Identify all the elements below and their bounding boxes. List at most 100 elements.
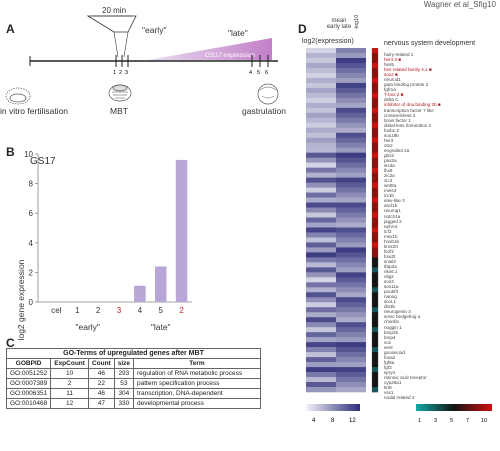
heatmap-cell-late — [336, 242, 366, 248]
heatmap-cell-early — [306, 177, 336, 183]
gene-label: hoxb1b — [384, 238, 400, 244]
expr-scale-tick-2: 12 — [349, 418, 356, 424]
heatmap-cell-early — [306, 277, 336, 283]
tick-late-4: 4 — [249, 70, 252, 76]
gene-label: bmp4 — [384, 334, 396, 340]
embryo-mbt-icon — [108, 84, 132, 102]
heatmap-cell-late — [336, 147, 366, 153]
gene-label: gbx2 — [384, 152, 394, 158]
expr-scale-bar — [306, 404, 360, 411]
go-table-cell: 46 — [87, 368, 115, 379]
signif-cell — [372, 332, 378, 338]
signif-scale-tick-3: 7 — [466, 418, 469, 424]
go-terms-table: GO-Terms of upregulated genes after MBT … — [5, 348, 262, 409]
signif-cell — [372, 352, 378, 358]
gene-label-list: hairy-related 1 her4.3 ■ hes5 hes related f… — [384, 52, 441, 400]
heatmap-cell-late — [336, 82, 366, 89]
signif-cell — [372, 172, 378, 178]
heatmap-cell-late — [336, 372, 366, 378]
heatmap-cell-late — [336, 62, 366, 69]
heatmap-cell-late — [336, 232, 366, 238]
heatmap-cell-early — [306, 117, 336, 124]
heatmap-cell-early — [306, 332, 336, 338]
signif-cell — [372, 377, 378, 383]
gene-label: pou5f3 — [384, 289, 399, 295]
signif-header: -log10 — [354, 14, 360, 30]
col-header-early-late: early late — [326, 24, 352, 30]
heatmap-cell-late — [336, 357, 366, 363]
signif-cell — [372, 52, 378, 59]
signif-cell — [372, 307, 378, 313]
signif-cell — [372, 367, 378, 373]
heatmap-cell-early — [306, 307, 336, 313]
gene-label: irx1b — [384, 193, 394, 199]
heatmap-cell-early — [306, 77, 336, 84]
signif-cell — [372, 272, 378, 278]
gene-label: chordin — [384, 319, 400, 325]
heatmap-cell-early — [306, 137, 336, 144]
heatmap-cell-late — [336, 77, 366, 84]
heatmap-cell-early — [306, 372, 336, 378]
group-label: "early" — [75, 322, 99, 332]
heatmap-cell-late — [336, 297, 366, 303]
heatmap-cell-late — [336, 282, 366, 288]
heatmap-cell-late — [336, 362, 366, 368]
signif-cell — [372, 262, 378, 268]
heatmap-cell-late — [336, 107, 366, 114]
heatmap-cell-late — [336, 322, 366, 328]
heatmap-cell-early — [306, 207, 336, 213]
gene-label: sox2 ■ — [384, 72, 398, 78]
gene-label: wnt8a — [384, 183, 397, 189]
heatmap-cell-early — [306, 62, 336, 69]
signif-cell — [372, 267, 378, 273]
bar-4 — [134, 285, 146, 302]
signif-cell — [372, 362, 378, 368]
heatmap-cell-early — [306, 102, 336, 109]
go-header-cell: Term — [133, 358, 262, 369]
gene-label: gata binding protein 2 — [384, 82, 429, 88]
gs17-bar-chart: GS17 log2 gene expression 0 2 4 6 8 10 cel 1 2 3 4… — [16, 150, 192, 340]
heatmap-cell-early — [306, 127, 336, 134]
heatmap-cell-early — [306, 232, 336, 238]
gene-label: olig2 — [384, 274, 394, 280]
heatmap-cell-early — [306, 362, 336, 368]
gene-label: hes5 — [384, 62, 394, 68]
go-table-cell: 10 — [50, 368, 89, 379]
heatmap-cell-early — [306, 142, 336, 149]
tick-late-5: 5 — [257, 70, 260, 76]
panel-c-label: C — [6, 336, 15, 350]
heatmap-cell-late — [336, 202, 366, 208]
gene-label: her4.3 ■ — [384, 57, 402, 63]
go-header-cell: ExpCount — [50, 358, 89, 369]
gene-label: brain factor 1 — [384, 117, 411, 123]
heatmap-cell-early — [306, 87, 336, 94]
signif-cell — [372, 152, 378, 158]
heatmap-cell-early — [306, 197, 336, 203]
heatmap-cell-late — [336, 127, 366, 134]
color-scales: 4 8 12 1 3 5 7 10 — [306, 404, 492, 424]
signif-cell — [372, 257, 378, 263]
heatmap-cell-late — [336, 72, 366, 79]
heatmap-cell-late — [336, 52, 366, 59]
gene-label: tcf3 — [384, 228, 392, 234]
gene-label: otx2 — [384, 142, 393, 148]
heatmap-cell-early — [306, 192, 336, 198]
signif-cell — [372, 192, 378, 198]
heatmap-cell-early — [306, 72, 336, 79]
heatmap-cell-early — [306, 48, 336, 54]
heatmap-cell-early — [306, 317, 336, 323]
x-tick-label: 1 — [75, 306, 80, 315]
heatmap-cell-early — [306, 257, 336, 263]
go-table-cell: 11 — [50, 388, 89, 399]
signif-cell — [372, 372, 378, 378]
gene-label: msx1b — [384, 233, 398, 239]
heatmap-cell-early — [306, 297, 336, 303]
signif-cell — [372, 277, 378, 283]
signif-cell — [372, 142, 378, 149]
signif-cell — [372, 162, 378, 168]
heatmap-cell-late — [336, 48, 366, 54]
signif-cell — [372, 62, 378, 69]
heatmap-cell-late — [336, 387, 366, 393]
signif-cell — [372, 117, 378, 124]
heatmap-cell-late — [336, 302, 366, 308]
